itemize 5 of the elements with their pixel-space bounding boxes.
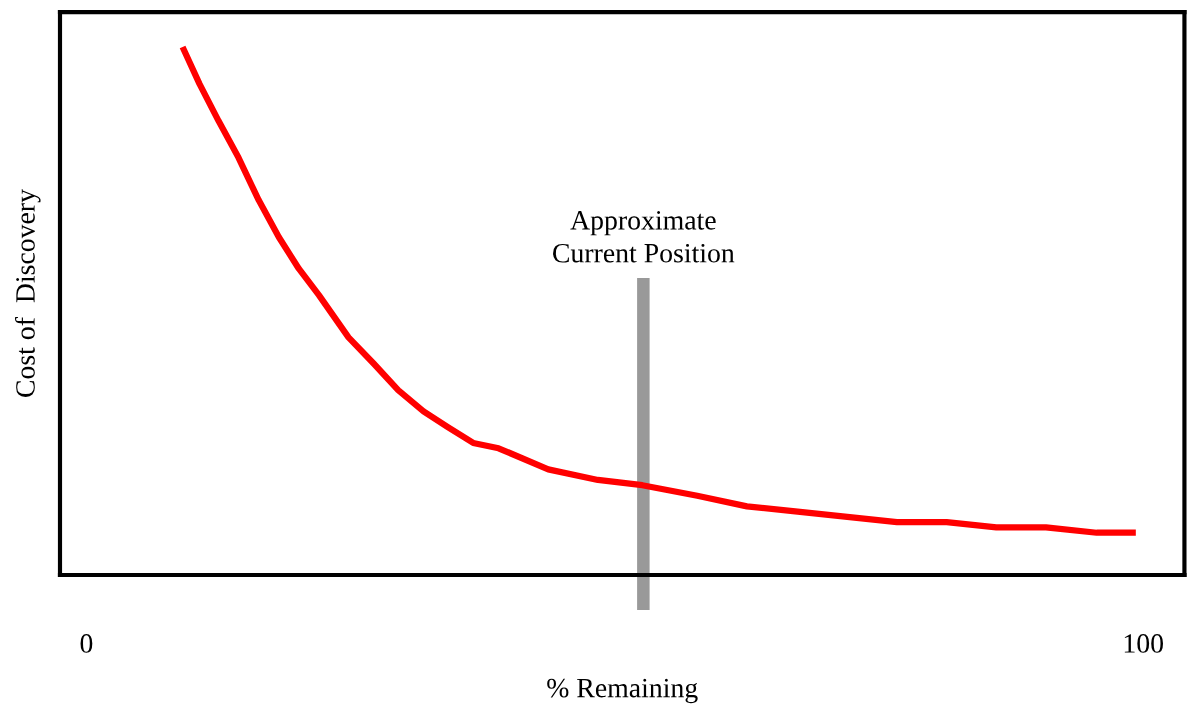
y-axis-title: Cost of Discovery [15, 189, 41, 397]
ref-line-label: Approximate Current Position [553, 210, 735, 263]
x-tick-label: 100 [1124, 634, 1163, 653]
x-axis-title: % Remaining [547, 678, 698, 704]
x-tick-label: 0 [80, 634, 93, 653]
